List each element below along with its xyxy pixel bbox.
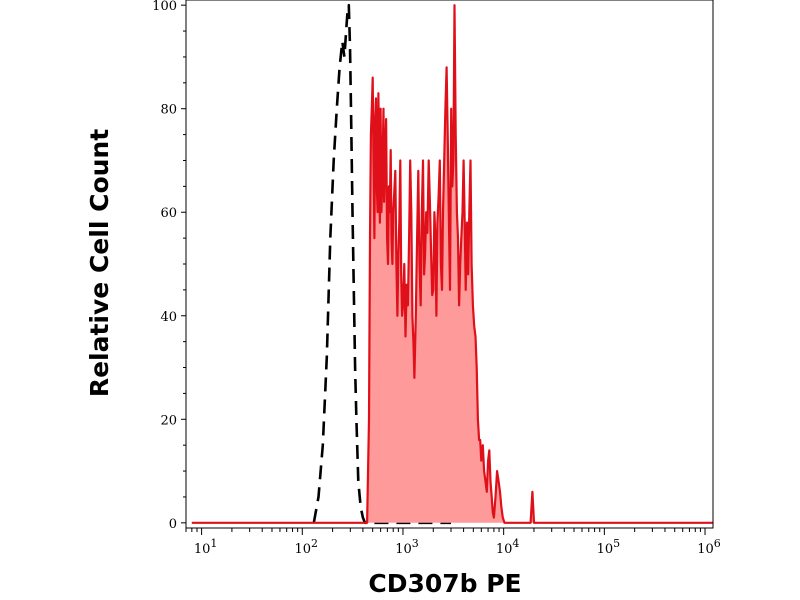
x-axis-title: CD307b PE bbox=[368, 569, 521, 598]
x-tick-label: 106 bbox=[697, 537, 721, 557]
y-axis-title: Relative Cell Count bbox=[85, 129, 114, 397]
y-tick-label: 100 bbox=[152, 0, 177, 14]
series-1-area-fill bbox=[191, 5, 714, 523]
ticks-layer: 101 102 103 104 105 106 0 20 40 60 80 100 bbox=[152, 0, 721, 557]
series-1-outline bbox=[191, 4, 713, 524]
series-layer bbox=[191, 3, 714, 525]
y-tick-label: 40 bbox=[160, 310, 177, 325]
x-tick-label: 102 bbox=[295, 537, 319, 557]
y-tick-label: 60 bbox=[160, 206, 177, 221]
y-tick-label: 0 bbox=[169, 517, 177, 532]
x-tick-label: 105 bbox=[597, 537, 621, 557]
x-tick-label: 104 bbox=[496, 537, 520, 557]
x-tick-label: 103 bbox=[395, 537, 419, 557]
y-tick-label: 20 bbox=[160, 413, 177, 428]
series-0-dashed-line bbox=[312, 3, 451, 525]
y-tick-label: 80 bbox=[160, 103, 177, 118]
x-tick-label: 101 bbox=[194, 537, 218, 557]
